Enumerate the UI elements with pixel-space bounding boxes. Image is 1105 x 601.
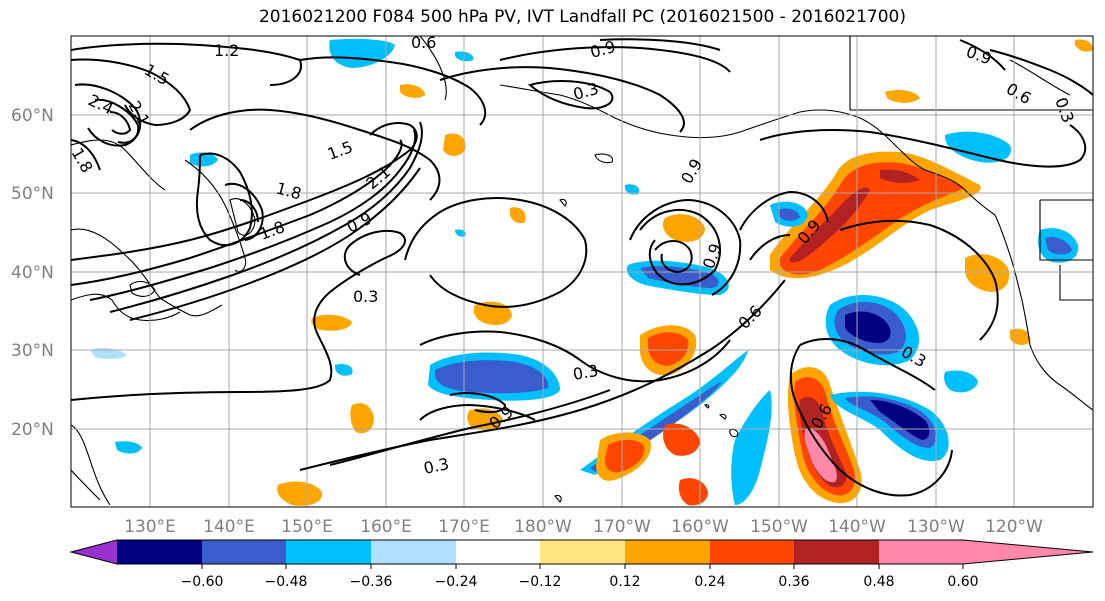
colorbar-tick-label: −0.36 <box>350 574 393 590</box>
contour-label: 0.3 <box>422 454 451 478</box>
contour-label: 0.3 <box>353 287 378 306</box>
colorbar-segment <box>286 540 371 564</box>
lon-label: 170°W <box>593 517 651 537</box>
latitude-labels: 60°N 50°N 40°N 30°N 20°N <box>11 106 54 440</box>
colorbar-outline <box>69 539 1094 565</box>
lon-label: 180°W <box>514 517 572 537</box>
lon-label: 150°E <box>281 517 333 537</box>
colorbar-tick-label: −0.48 <box>265 574 308 590</box>
contour-label: 0.3 <box>571 361 599 384</box>
colorbar-tick-label: 0.36 <box>778 574 809 590</box>
colorbar-tick-label: 0.12 <box>609 574 640 590</box>
colorbar-segment <box>371 540 456 564</box>
lon-label: 130°E <box>124 517 176 537</box>
colorbar-tick-label: 0.48 <box>863 574 894 590</box>
figure-title: 2016021200 F084 500 hPa PV, IVT Landfall… <box>258 7 906 27</box>
colorbar-segment <box>710 540 794 564</box>
lat-label: 50°N <box>11 184 54 204</box>
colorbar-extend-high <box>963 540 1093 564</box>
lat-label: 40°N <box>11 263 54 283</box>
colorbar-tick-label: 0.60 <box>947 574 978 590</box>
lon-label: 120°W <box>985 517 1043 537</box>
colorbar-tick-label: −0.24 <box>435 574 478 590</box>
map-frame <box>70 35 1094 508</box>
coastlines <box>71 36 1093 506</box>
lat-label: 30°N <box>11 341 54 361</box>
lon-label: 150°W <box>750 517 808 537</box>
lon-label: 130°W <box>907 517 965 537</box>
contour-label: 1.2 <box>214 41 239 60</box>
lat-label: 60°N <box>11 106 54 126</box>
colorbar-tick-label: 0.24 <box>694 574 725 590</box>
colorbar-segment <box>117 540 202 564</box>
lat-label: 20°N <box>11 420 54 440</box>
lon-label: 170°E <box>438 517 490 537</box>
longitude-labels: 130°E 140°E 150°E 160°E 170°E 180°W 170°… <box>124 517 1043 537</box>
colorbar-extend-low <box>71 540 117 564</box>
lon-label: 160°E <box>360 517 412 537</box>
lon-label: 160°W <box>671 517 729 537</box>
colorbar-segment <box>202 540 286 564</box>
colorbar-segment <box>625 540 710 564</box>
colorbar-segment <box>879 540 963 564</box>
colorbar-segment <box>456 540 540 564</box>
lon-label: 140°E <box>203 517 255 537</box>
contour-label: 0.6 <box>411 33 436 52</box>
colorbar-segment <box>540 540 625 564</box>
pv-contours <box>71 38 1093 497</box>
colorbar: −0.60 −0.48 −0.36 −0.24 −0.12 0.12 0.24 … <box>69 539 1094 590</box>
lon-label: 140°W <box>828 517 886 537</box>
colorbar-tick-label: −0.60 <box>181 574 224 590</box>
colorbar-segment <box>794 540 879 564</box>
colorbar-tick-label: −0.12 <box>519 574 562 590</box>
